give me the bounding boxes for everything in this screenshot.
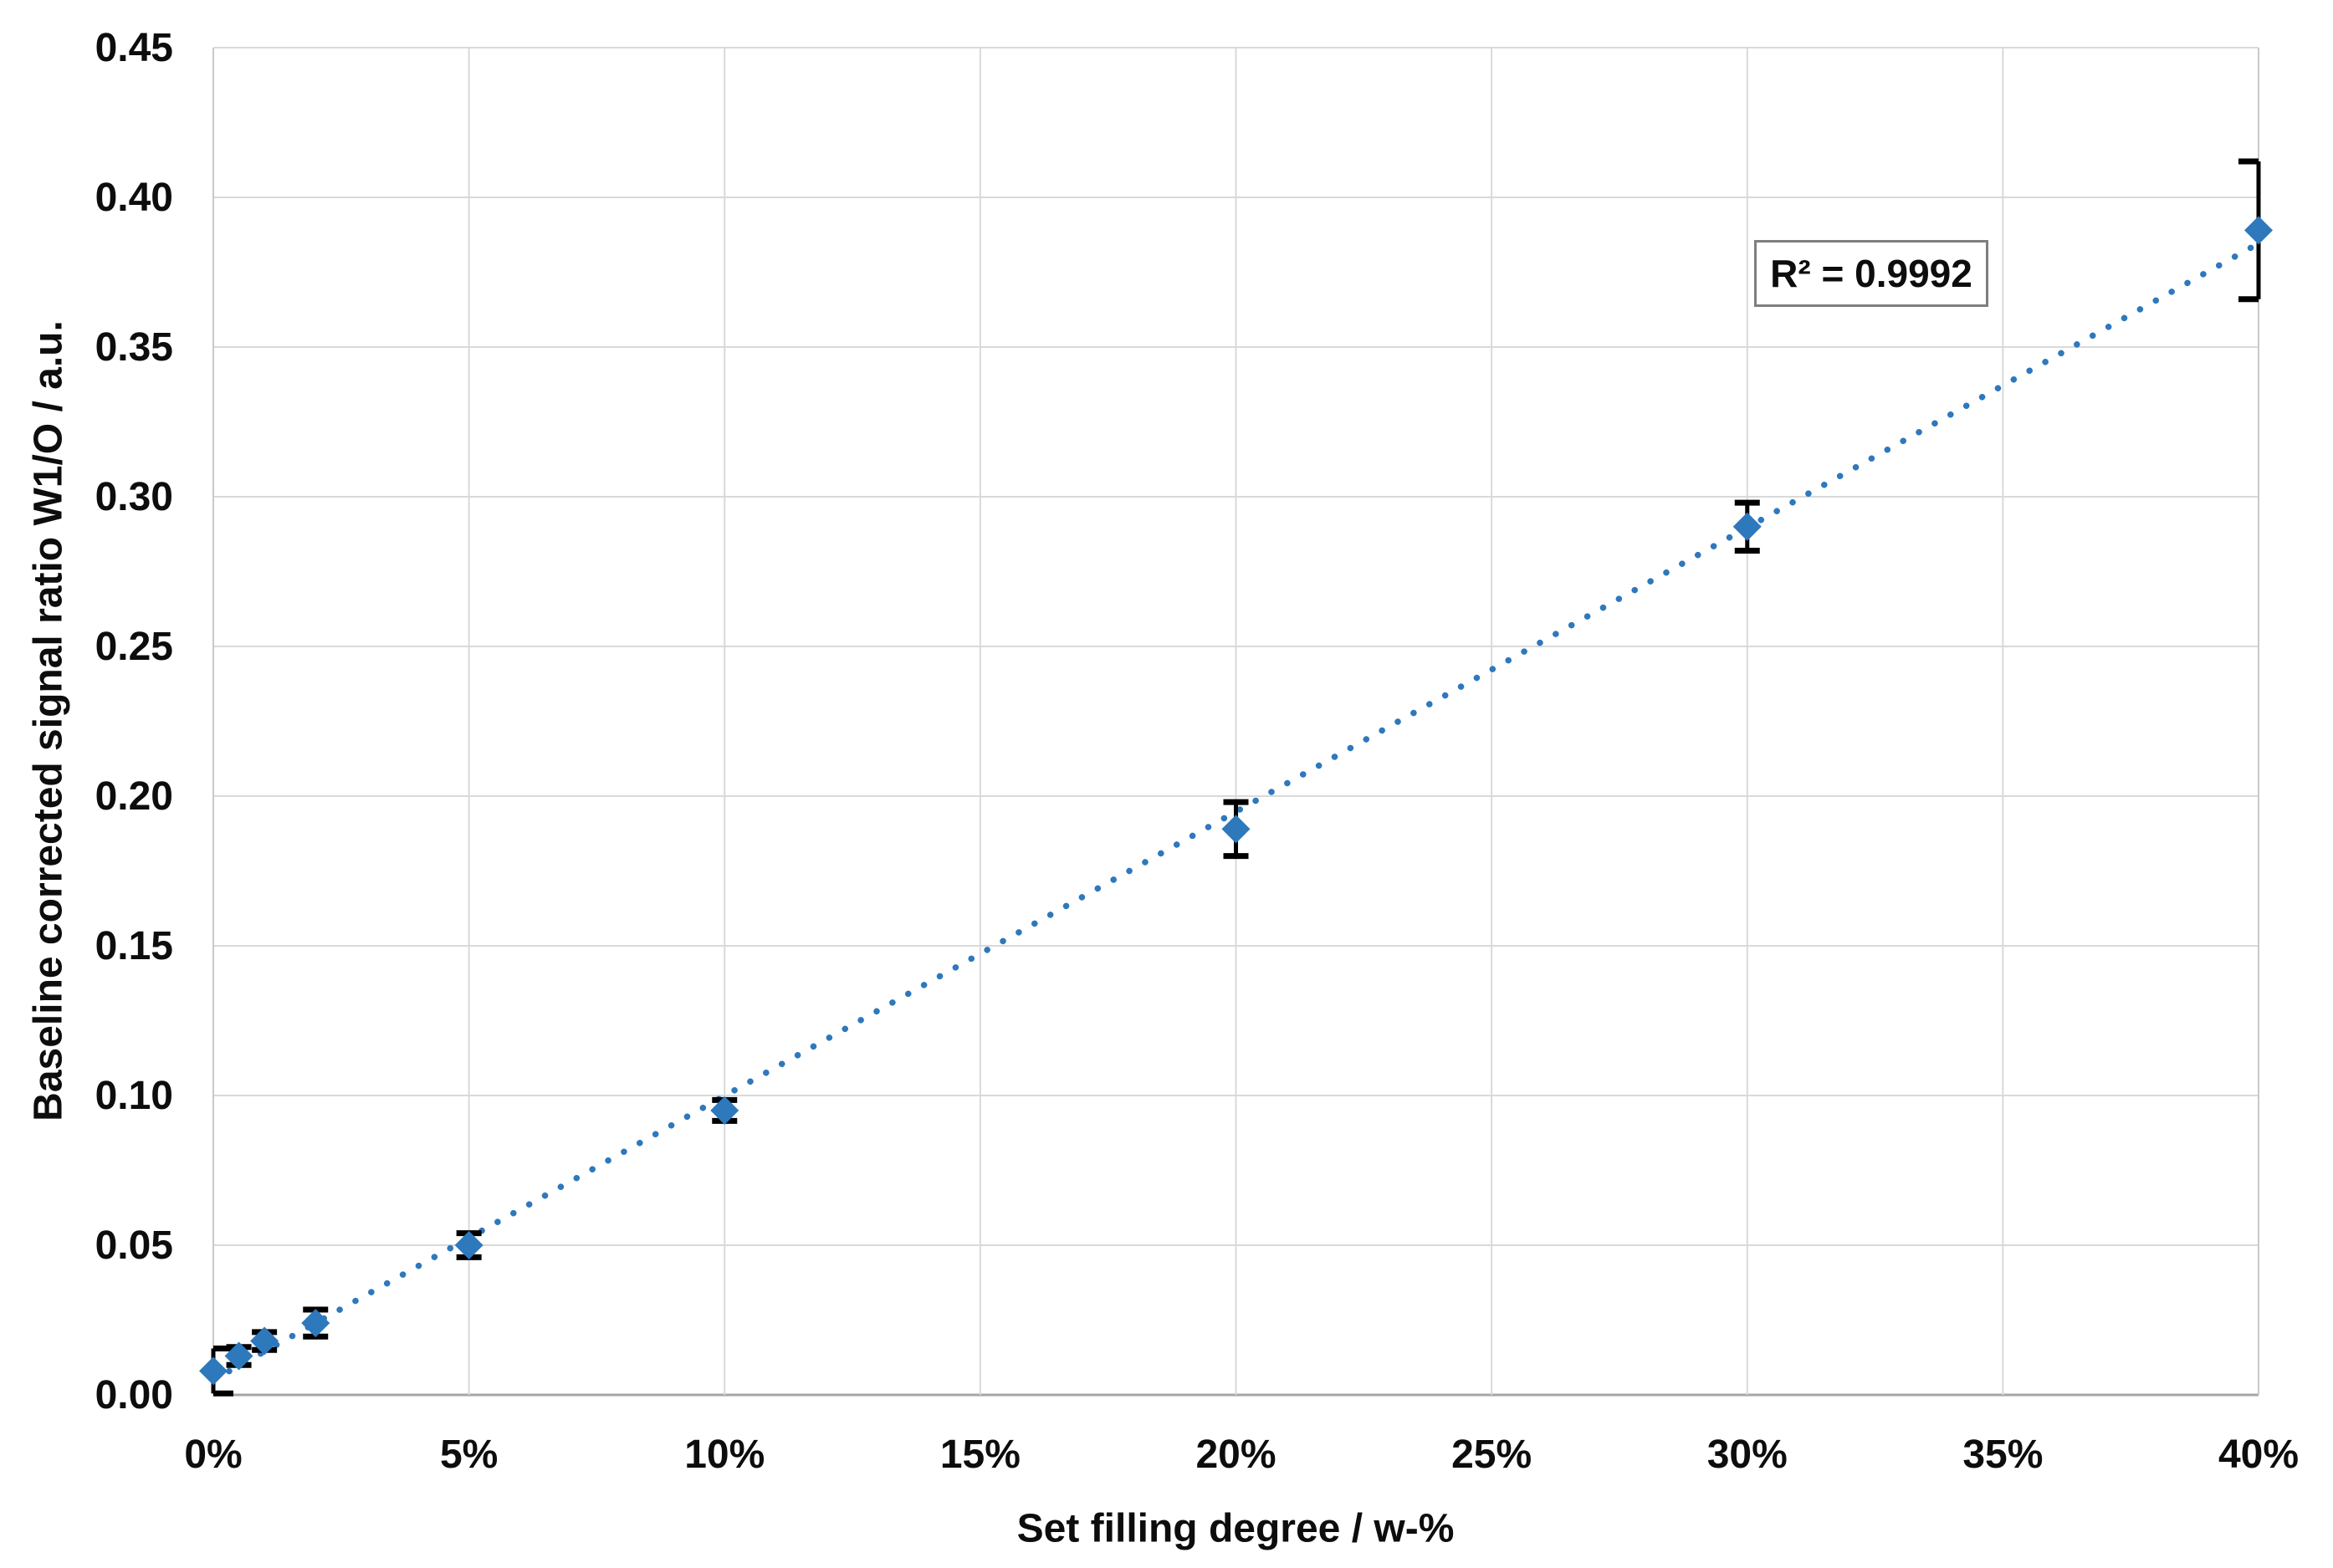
x-tick-label: 15% [940, 1433, 1021, 1477]
data-point-marker [224, 1341, 253, 1371]
y-tick-label: 0.20 [95, 774, 173, 819]
data-point-marker [1221, 815, 1251, 844]
y-tick-label: 0.25 [95, 625, 173, 669]
data-point-marker [710, 1096, 739, 1125]
x-tick-label: 20% [1195, 1433, 1276, 1477]
data-point-marker [301, 1309, 330, 1338]
data-point-marker [250, 1326, 279, 1356]
y-tick-label: 0.45 [95, 26, 173, 70]
data-point-marker [199, 1356, 228, 1386]
data-point-marker [454, 1231, 483, 1259]
y-axis-title: Baseline corrected signal ratio W1/O / a… [26, 320, 71, 1121]
y-tick-label: 0.10 [95, 1074, 173, 1118]
y-tick-label: 0.30 [95, 475, 173, 519]
x-tick-label: 10% [684, 1433, 765, 1477]
y-tick-label: 0.40 [95, 176, 173, 220]
trendline [210, 240, 2262, 1383]
x-tick-label: 5% [440, 1433, 498, 1477]
x-axis-title: Set filling degree / w-% [1016, 1506, 1455, 1551]
x-tick-label: 40% [2218, 1433, 2299, 1477]
y-tick-label: 0.05 [95, 1223, 173, 1268]
y-tick-label: 0.15 [95, 924, 173, 968]
x-tick-label: 0% [184, 1433, 242, 1477]
data-point-marker [2244, 216, 2273, 245]
x-tick-label: 35% [1962, 1433, 2043, 1477]
y-tick-label: 0.35 [95, 325, 173, 370]
r-squared-annotation: R² = 0.9992 [1754, 240, 1988, 307]
x-tick-label: 30% [1707, 1433, 1788, 1477]
y-tick-label: 0.00 [95, 1373, 173, 1417]
data-point-marker [1732, 512, 1762, 541]
x-tick-label: 25% [1451, 1433, 1532, 1477]
